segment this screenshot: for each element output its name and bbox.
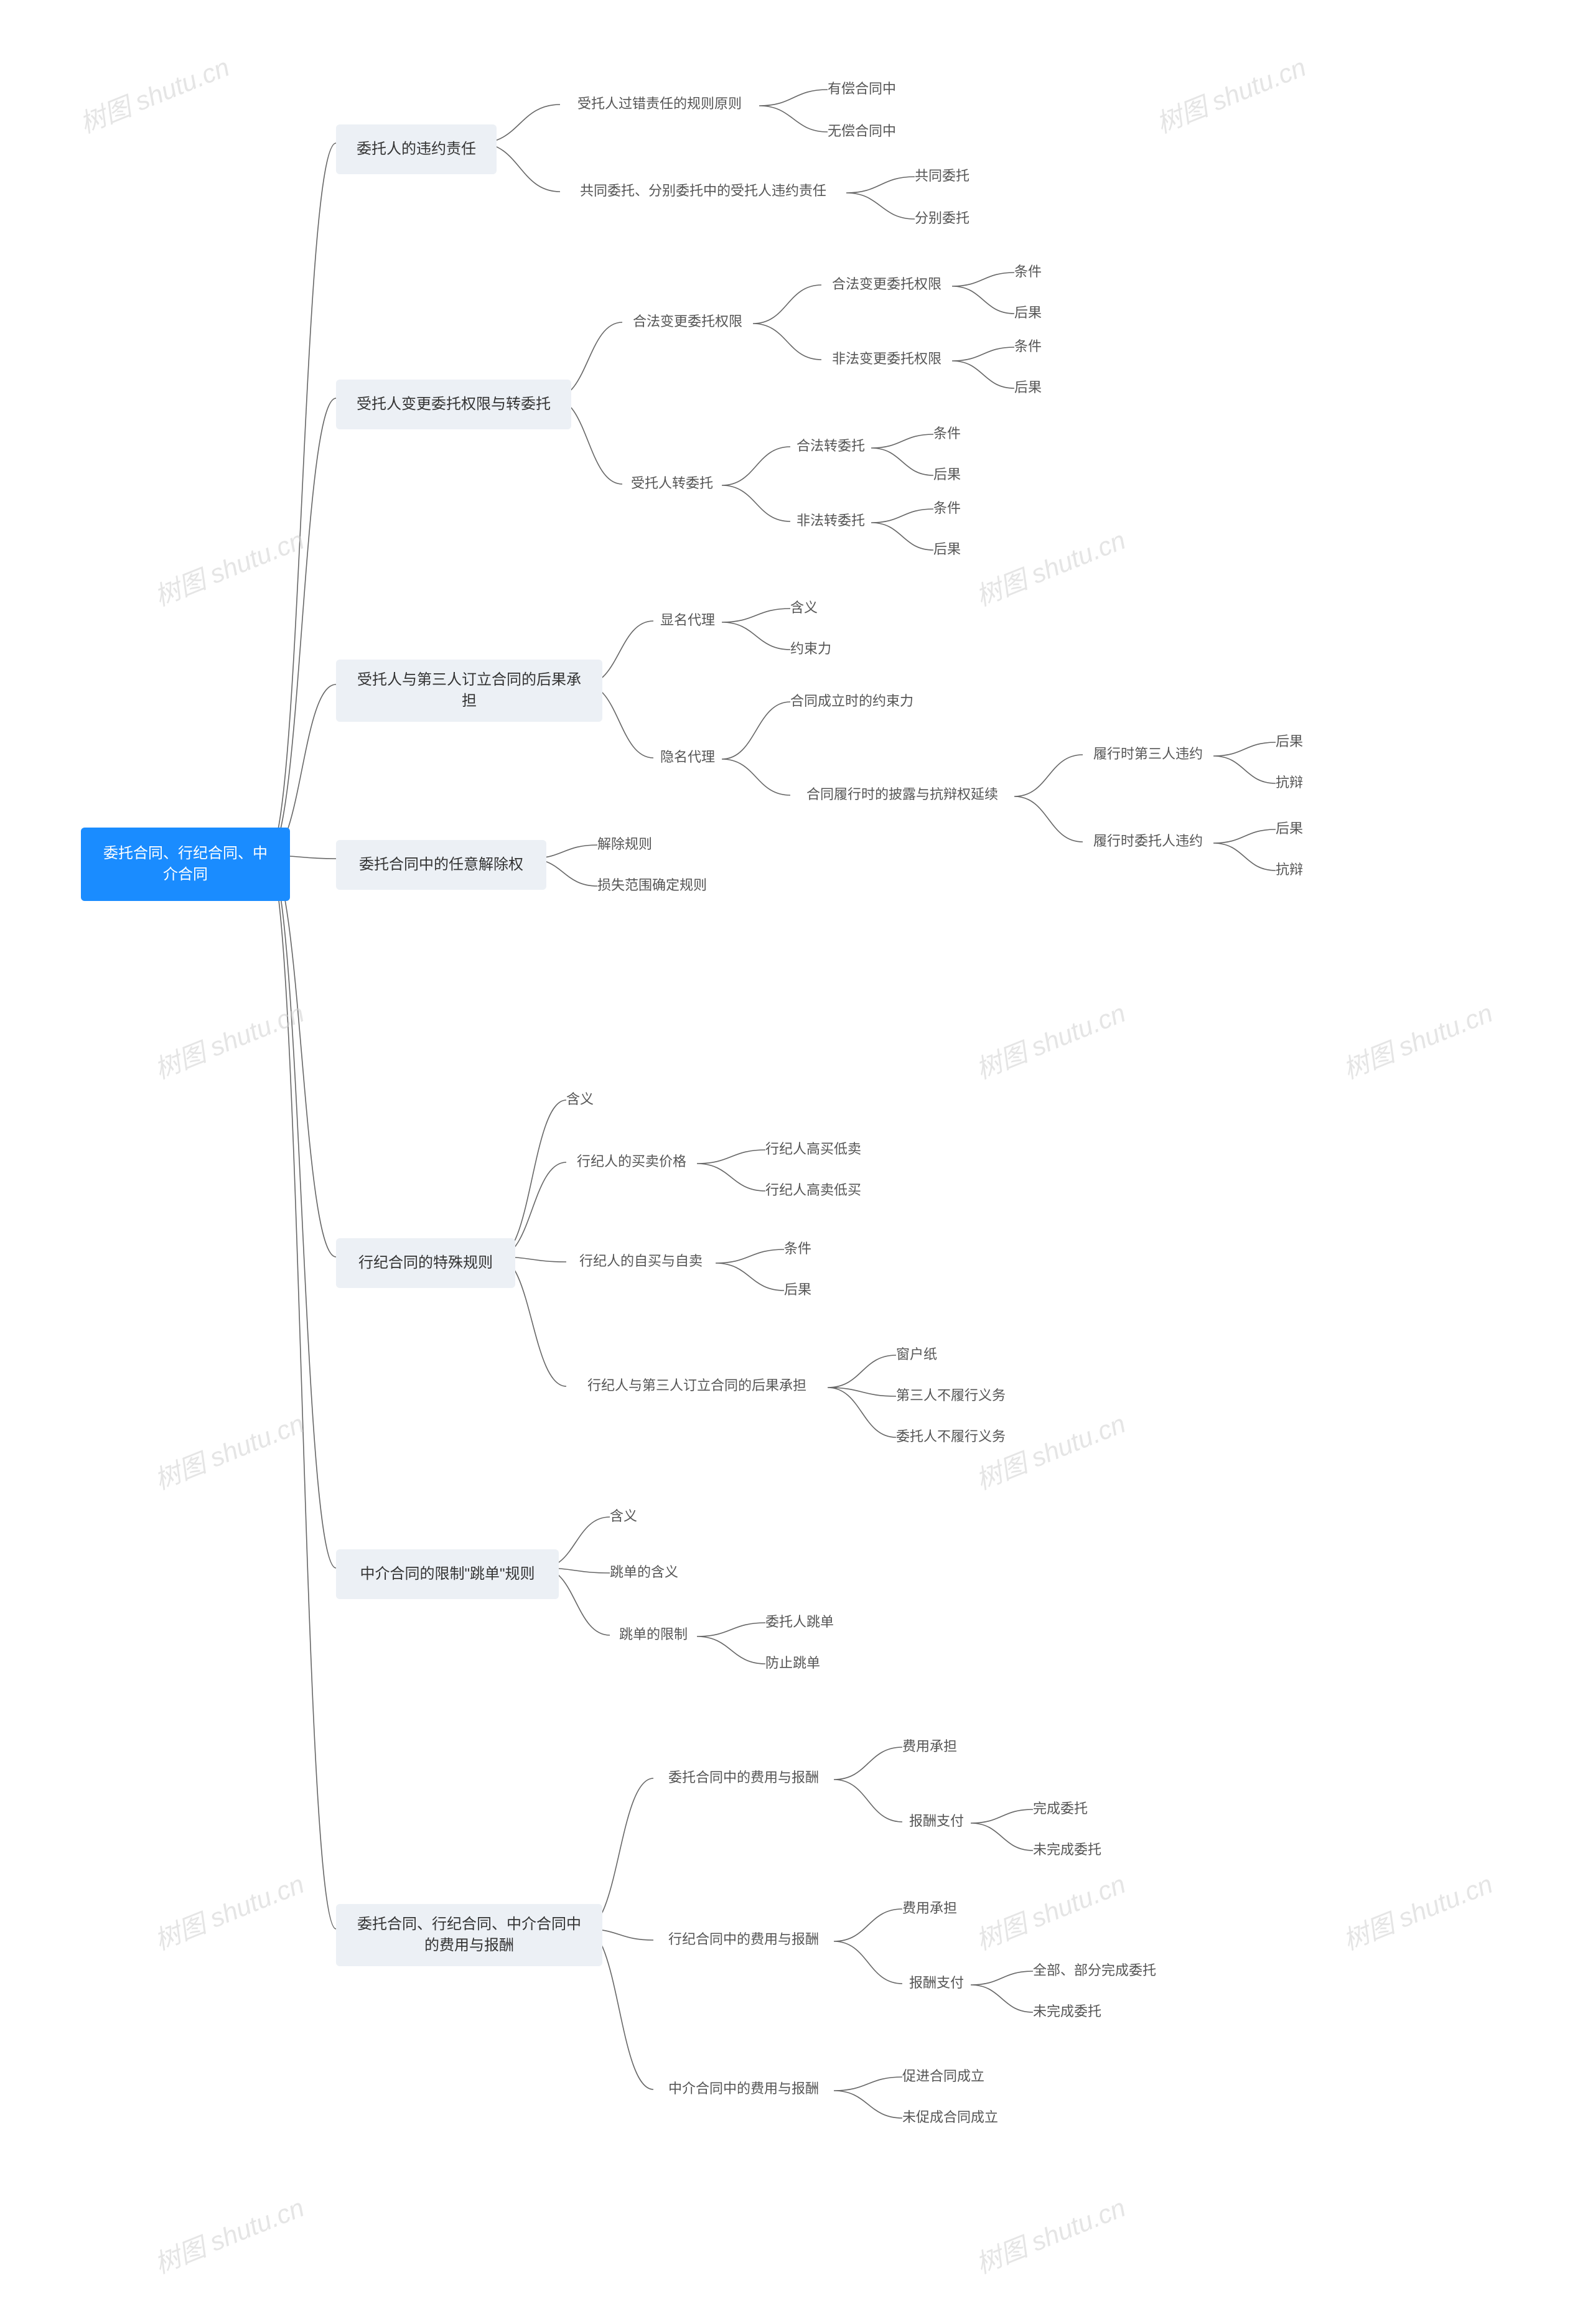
- node-条件: 条件: [784, 1238, 811, 1260]
- node-n2b: 受托人转委托: [622, 473, 722, 495]
- node-后果: 后果: [1276, 818, 1303, 840]
- node-行纪人高买低卖: 行纪人高买低卖: [765, 1139, 861, 1160]
- level1-node-n5: 行纪合同的特殊规则: [336, 1238, 515, 1288]
- node-合同成立时的约束力: 合同成立时的约束力: [790, 691, 913, 712]
- connector: [759, 90, 828, 132]
- connector: [697, 1150, 765, 1191]
- connector: [697, 1623, 765, 1664]
- connector: [722, 447, 790, 521]
- connector: [1213, 829, 1276, 870]
- node-n5d: 行纪人与第三人订立合同的后果承担: [566, 1375, 828, 1397]
- node-后果: 后果: [1014, 377, 1042, 399]
- node-n5c: 行纪人的自买与自卖: [566, 1251, 716, 1272]
- node-n7c: 中介合同中的费用与报酬: [653, 2078, 834, 2100]
- node-行纪人高卖低买: 行纪人高卖低买: [765, 1180, 861, 1202]
- node-含义: 含义: [610, 1506, 637, 1528]
- connector: [1213, 742, 1276, 783]
- connector: [871, 509, 933, 550]
- node-抗辩: 抗辩: [1276, 859, 1303, 881]
- node-解除规则: 解除规则: [597, 834, 652, 856]
- connector: [834, 1909, 902, 1984]
- node-n7b: 行纪合同中的费用与报酬: [653, 1929, 834, 1951]
- node-后果: 后果: [784, 1279, 811, 1301]
- node-委托人不履行义务: 委托人不履行义务: [896, 1426, 1006, 1448]
- level1-node-n3: 受托人与第三人订立合同的后果承 担: [336, 660, 602, 722]
- node-n2a1: 合法变更委托权限: [821, 274, 952, 296]
- connector: [268, 143, 336, 1929]
- node-含义: 含义: [790, 597, 818, 619]
- node-未完成委托: 未完成委托: [1033, 1839, 1101, 1861]
- connector: [828, 1355, 896, 1437]
- node-n3a: 显名代理: [653, 610, 722, 632]
- node-委托人跳单: 委托人跳单: [765, 1612, 834, 1633]
- node-后果: 后果: [1014, 302, 1042, 324]
- node-n2b1: 合法转委托: [790, 436, 871, 457]
- node-完成委托: 完成委托: [1033, 1798, 1088, 1820]
- node-含义: 含义: [566, 1089, 594, 1111]
- connector: [716, 1249, 784, 1290]
- edge-layer: [0, 0, 1593, 2324]
- connector: [871, 434, 933, 475]
- node-n2a2: 非法变更委托权限: [821, 348, 952, 370]
- node-n2b2: 非法转委托: [790, 510, 871, 532]
- connector: [753, 285, 821, 360]
- node-n6c: 跳单的限制: [610, 1624, 697, 1646]
- node-未完成委托: 未完成委托: [1033, 2001, 1101, 2023]
- level1-node-n4: 委托合同中的任意解除权: [336, 840, 546, 890]
- node-n7a: 委托合同中的费用与报酬: [653, 1767, 834, 1789]
- node-n3b2: 合同履行时的披露与抗辩权延续: [790, 784, 1014, 806]
- node-n3b: 隐名代理: [653, 747, 722, 768]
- node-第三人不履行义务: 第三人不履行义务: [896, 1385, 1006, 1407]
- connector: [952, 347, 1014, 388]
- level1-node-n2: 受托人变更委托权限与转委托: [336, 380, 571, 429]
- level1-node-n6: 中介合同的限制"跳单"规则: [336, 1549, 559, 1599]
- node-窗户纸: 窗户纸: [896, 1344, 937, 1366]
- node-有偿合同中: 有偿合同中: [828, 78, 896, 100]
- node-n1a: 受托人过错责任的规则原则: [560, 93, 759, 115]
- node-抗辩: 抗辩: [1276, 772, 1303, 794]
- level1-node-n1: 委托人的违约责任: [336, 124, 497, 174]
- node-条件: 条件: [933, 423, 961, 445]
- node-促进合同成立: 促进合同成立: [902, 2066, 984, 2088]
- connector: [1014, 755, 1083, 842]
- node-分别委托: 分别委托: [915, 208, 969, 230]
- node-约束力: 约束力: [790, 638, 831, 660]
- node-全部、部分完成委托: 全部、部分完成委托: [1033, 1960, 1156, 1982]
- node-n3b2a: 履行时第三人违约: [1083, 744, 1213, 765]
- mindmap-canvas: 委托合同、行纪合同、中 介合同 委托人的违约责任 受托人过错责任的规则原则 有偿合同中…: [0, 0, 1593, 2324]
- node-未促成合同成立: 未促成合同成立: [902, 2107, 998, 2129]
- node-跳单的含义: 跳单的含义: [610, 1562, 678, 1584]
- node-后果: 后果: [933, 464, 961, 486]
- node-n7b2: 报酬支付: [902, 1972, 971, 1994]
- connector: [846, 177, 915, 219]
- node-条件: 条件: [933, 498, 961, 520]
- node-无偿合同中: 无偿合同中: [828, 121, 896, 142]
- connector: [834, 1747, 902, 1822]
- node-n7a2: 报酬支付: [902, 1811, 971, 1832]
- connector: [722, 609, 790, 650]
- connector: [722, 702, 790, 795]
- node-条件: 条件: [1014, 261, 1042, 283]
- connector: [952, 273, 1014, 314]
- connector: [971, 1971, 1033, 2012]
- node-n5b: 行纪人的买卖价格: [566, 1151, 697, 1173]
- node-费用承担: 费用承担: [902, 1736, 957, 1758]
- node-损失范围确定规则: 损失范围确定规则: [597, 875, 707, 897]
- connector: [834, 2077, 902, 2118]
- node-共同委托: 共同委托: [915, 166, 969, 187]
- node-n3b2b: 履行时委托人违约: [1083, 831, 1213, 852]
- connector: [971, 1809, 1033, 1850]
- node-条件: 条件: [1014, 336, 1042, 358]
- node-n2a: 合法变更委托权限: [622, 311, 753, 333]
- node-费用承担: 费用承担: [902, 1898, 957, 1920]
- node-n1b: 共同委托、分别委托中的受托人违约责任: [560, 180, 846, 202]
- level1-node-n7: 委托合同、行纪合同、中介合同中 的费用与报酬: [336, 1904, 602, 1966]
- root-node: 委托合同、行纪合同、中 介合同: [81, 828, 290, 901]
- node-后果: 后果: [933, 539, 961, 561]
- node-防止跳单: 防止跳单: [765, 1653, 820, 1674]
- node-后果: 后果: [1276, 731, 1303, 753]
